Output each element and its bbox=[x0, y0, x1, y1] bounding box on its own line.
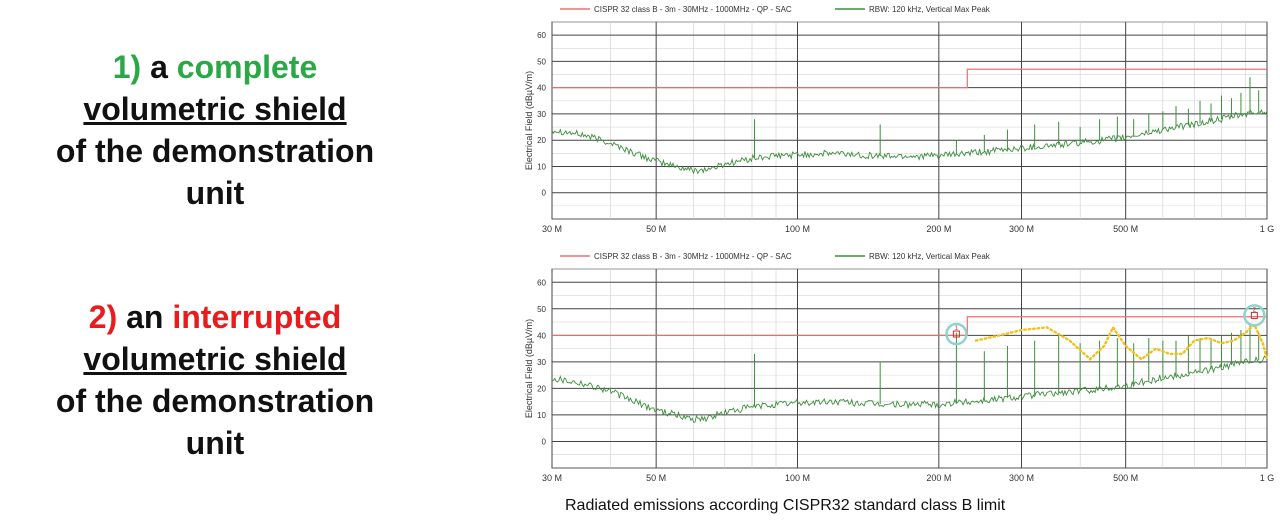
legend-label-trace: RBW: 120 kHz, Vertical Max Peak bbox=[869, 5, 991, 14]
max-peak-trace bbox=[551, 109, 1268, 175]
x-tick-label: 500 M bbox=[1113, 224, 1138, 234]
legend-label-limit: CISPR 32 class B - 3m - 30MHz - 1000MHz … bbox=[594, 5, 792, 14]
y-tick-label: 40 bbox=[537, 331, 546, 340]
y-axis-label: Electrical Field (dBµV/m) bbox=[524, 319, 534, 418]
y-tick-label: 0 bbox=[542, 437, 547, 446]
y-tick-label: 40 bbox=[537, 84, 546, 93]
marker-label: 2 bbox=[1253, 307, 1257, 313]
x-tick-label: 50 M bbox=[646, 224, 666, 234]
marker-highlight-circle bbox=[945, 322, 968, 346]
y-tick-label: 20 bbox=[537, 384, 546, 393]
marker-highlight-circle bbox=[1243, 304, 1266, 327]
chart-svg-1: 0 10 20 30 40 50 60 30 M 50 M 100 M 200 M 300 M 500 … bbox=[520, 0, 1277, 241]
y-tick-label: 60 bbox=[537, 31, 546, 40]
max-peak-trace bbox=[551, 355, 1268, 423]
line-complete: 1) a complete bbox=[0, 46, 430, 88]
item-number-1: 1) bbox=[112, 49, 142, 85]
adjective-interrupted: interrupted bbox=[172, 299, 342, 335]
x-tick-label: 100 M bbox=[785, 224, 810, 234]
x-tick-label: 1 G bbox=[1260, 224, 1275, 234]
cispr32-limit-line bbox=[552, 316, 1267, 336]
article-an: an bbox=[126, 299, 164, 335]
statement-complete-shield: 1) a complete volumetric shield of the d… bbox=[0, 46, 430, 214]
emissions-chart-interrupted-shield: 0 10 20 30 40 50 60 30 M 50 M 100 M 200 M 300 M 500 … bbox=[520, 247, 1277, 490]
plot-area bbox=[551, 268, 1268, 469]
x-tick-label: 100 M bbox=[785, 473, 810, 483]
plot-area bbox=[551, 21, 1268, 220]
marker-label: 1 bbox=[955, 326, 959, 332]
line-unit-1: unit bbox=[185, 175, 245, 211]
y-tick-label: 60 bbox=[537, 278, 546, 287]
y-tick-label: 0 bbox=[542, 189, 547, 198]
x-tick-label: 300 M bbox=[1009, 473, 1034, 483]
x-tick-label: 50 M bbox=[646, 473, 666, 483]
x-tick-label: 500 M bbox=[1113, 473, 1138, 483]
item-number-2: 2) bbox=[88, 299, 118, 335]
article-a: a bbox=[150, 49, 168, 85]
statement-interrupted-shield: 2) an interrupted volumetric shield of t… bbox=[0, 296, 430, 464]
y-tick-label: 30 bbox=[537, 110, 546, 119]
x-tick-label: 1 G bbox=[1260, 473, 1275, 483]
line-of-demo-2: of the demonstration bbox=[55, 383, 375, 419]
adjective-complete: complete bbox=[176, 49, 318, 85]
marker-square bbox=[952, 330, 960, 338]
y-axis-label: Electrical Field (dBµV/m) bbox=[524, 71, 534, 170]
y-tick-label: 10 bbox=[537, 162, 546, 171]
x-tick-label: 300 M bbox=[1009, 224, 1034, 234]
marker-square bbox=[1250, 311, 1258, 319]
y-tick-label: 50 bbox=[537, 57, 546, 66]
x-tick-label: 30 M bbox=[542, 473, 562, 483]
line-of-demo-1: of the demonstration bbox=[55, 133, 375, 169]
chart-svg-2: 0 10 20 30 40 50 60 30 M 50 M 100 M 200 M 300 M 500 … bbox=[520, 247, 1277, 490]
y-tick-label: 50 bbox=[537, 305, 546, 314]
figure-caption: Radiated emissions according CISPR32 sta… bbox=[565, 497, 1006, 514]
x-tick-label: 200 M bbox=[926, 473, 951, 483]
legend-label-limit: CISPR 32 class B - 3m - 30MHz - 1000MHz … bbox=[594, 252, 792, 261]
line-unit-2: unit bbox=[185, 425, 245, 461]
phrase-volumetric-shield-1: volumetric shield bbox=[83, 91, 347, 127]
cispr32-limit-line bbox=[552, 68, 1267, 89]
y-tick-label: 30 bbox=[537, 358, 546, 367]
x-tick-label: 200 M bbox=[926, 224, 951, 234]
y-tick-label: 10 bbox=[537, 411, 546, 420]
interrupted-shield-envelope bbox=[974, 322, 1269, 361]
phrase-volumetric-shield-2: volumetric shield bbox=[83, 341, 347, 377]
x-tick-label: 30 M bbox=[542, 224, 562, 234]
y-tick-label: 20 bbox=[537, 136, 546, 145]
legend-label-trace: RBW: 120 kHz, Vertical Max Peak bbox=[869, 252, 991, 261]
line-interrupted: 2) an interrupted bbox=[0, 296, 430, 338]
emissions-chart-complete-shield: 0 10 20 30 40 50 60 30 M 50 M 100 M 200 M 300 M 500 … bbox=[520, 0, 1277, 241]
